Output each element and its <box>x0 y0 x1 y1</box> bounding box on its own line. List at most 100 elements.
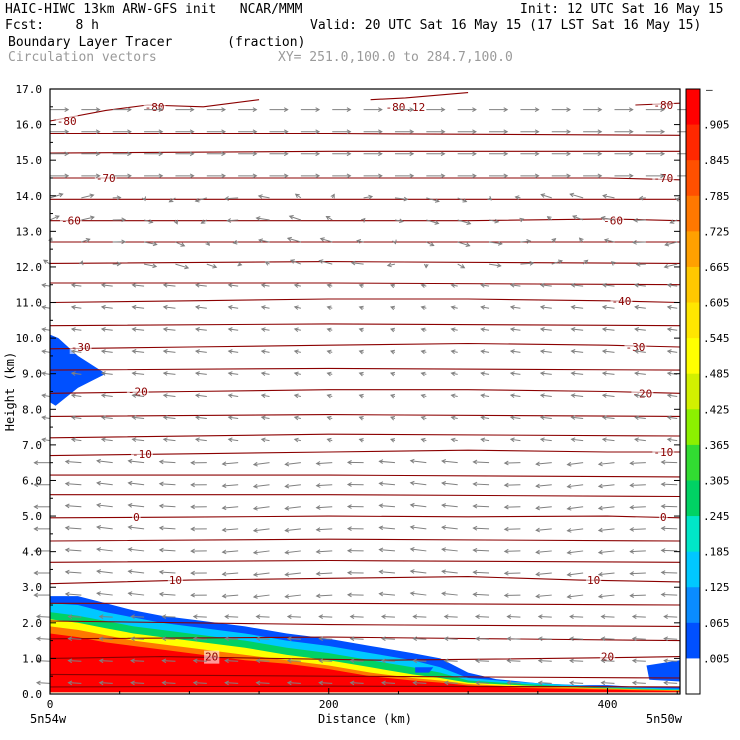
circulation-vector-74 <box>112 239 127 245</box>
circulation-vector-436 <box>535 593 552 599</box>
circulation-vector-193 <box>252 594 270 599</box>
circulation-vector-404 <box>489 107 509 113</box>
circulation-vector-131 <box>175 173 195 179</box>
circulation-vector-296 <box>363 107 383 113</box>
isotherm-line-10 <box>49 342 681 350</box>
isotherm-label-8: -20 <box>128 386 148 399</box>
circulation-vector-89 <box>127 503 145 508</box>
isotherm-label-bg-19 <box>55 115 78 129</box>
circulation-vector-150 <box>194 349 207 354</box>
circulation-vector-282 <box>358 416 364 421</box>
circulation-vector-483 <box>583 151 603 157</box>
isotherm-line-15 <box>50 177 681 181</box>
circulation-vector-142 <box>190 526 207 532</box>
circulation-vector-462 <box>569 614 584 620</box>
isotherm-label-bg-3 <box>585 574 602 588</box>
circulation-vector-478 <box>582 259 589 265</box>
circulation-vector-180 <box>227 282 239 288</box>
circulation-vector-26 <box>50 107 70 113</box>
circulation-vector-246 <box>318 614 333 620</box>
circulation-vector-85 <box>127 591 145 596</box>
y-tick-label-5: 5.0 <box>22 510 42 523</box>
circulation-vector-172 <box>221 461 239 467</box>
colorbar-swatch-0 <box>686 89 700 126</box>
circulation-vector-476 <box>570 304 584 310</box>
circulation-vector-405 <box>506 680 521 686</box>
circulation-vector-243 <box>318 680 333 686</box>
circulation-vector-56 <box>98 636 113 642</box>
circulation-vector-110 <box>161 636 176 642</box>
circulation-vector-107 <box>144 107 164 113</box>
circulation-vector-242 <box>300 107 321 113</box>
circulation-vector-413 <box>503 504 521 510</box>
circulation-vector-351 <box>443 680 458 686</box>
circulation-vector-211 <box>257 194 270 199</box>
circulation-vector-431 <box>520 107 540 113</box>
circulation-vector-139 <box>190 592 207 598</box>
circulation-vector-249 <box>315 549 333 555</box>
circulation-vector-5 <box>33 570 50 576</box>
circulation-vector-102 <box>143 219 154 224</box>
colorbar-swatch-9 <box>686 409 700 446</box>
circulation-vector-42 <box>70 349 82 354</box>
axes-layer: 0.0 1.0 2.0 3.0 4.0 5.0 6.0 7.0 8.0 9.0 10.0 11.0 12… <box>3 83 683 726</box>
circulation-vector-482 <box>583 173 603 179</box>
circulation-vector-527 <box>634 371 646 376</box>
circulation-vector-247 <box>315 593 333 599</box>
colorbar-label-7: .425 <box>703 403 730 416</box>
circulation-vector-364 <box>450 393 458 399</box>
colorbar-label-13: .785 <box>703 190 730 203</box>
circulation-vector-71 <box>100 304 113 310</box>
circulation-vector-201 <box>260 415 270 421</box>
circulation-vector-370 <box>457 263 466 269</box>
circulation-vector-260 <box>326 305 333 311</box>
circulation-vector-457 <box>551 129 572 135</box>
circulation-vector-228 <box>293 415 301 421</box>
circulation-vector-440 <box>535 505 552 511</box>
isotherm-label-4: 0 <box>133 511 140 524</box>
circulation-vector-319 <box>394 196 409 202</box>
isentrope-line-2 <box>49 636 681 642</box>
circulation-vector-76 <box>112 195 122 201</box>
circulation-vector-253 <box>315 461 333 466</box>
circulation-vector-470 <box>570 437 584 443</box>
circulation-vector-358 <box>441 525 458 530</box>
circulation-vector-531 <box>634 282 646 288</box>
circulation-vector-380 <box>474 636 490 642</box>
circulation-vector-204 <box>260 349 270 354</box>
circulation-vector-522 <box>629 482 646 488</box>
circulation-vector-465 <box>566 550 584 555</box>
circulation-vector-390 <box>480 415 490 421</box>
colorbar-label-12: .725 <box>703 225 730 238</box>
circulation-vector-250 <box>315 527 333 532</box>
circulation-vector-1 <box>35 658 51 664</box>
circulation-vector-291 <box>360 217 366 223</box>
circulation-vector-423 <box>509 282 521 288</box>
isotherm-label-3: 10 <box>587 574 600 587</box>
circulation-vector-298 <box>380 658 395 664</box>
circulation-vector-517 <box>629 593 646 598</box>
circulation-vector-408 <box>506 614 521 620</box>
circulation-vector-216 <box>286 680 301 686</box>
circulation-vector-21 <box>49 215 60 221</box>
circulation-vector-70 <box>100 327 113 332</box>
circulation-vector-353 <box>443 636 458 642</box>
circulation-vector-27 <box>67 680 82 686</box>
isentrope-line-18 <box>50 132 681 136</box>
isotherm-label-5: 0 <box>660 511 667 524</box>
circulation-vector-464 <box>566 572 584 577</box>
circulation-vector-525 <box>634 415 646 421</box>
isotherm-label-bg-6 <box>131 447 153 461</box>
circulation-vector-276 <box>346 548 364 554</box>
circulation-vector-45 <box>70 282 82 288</box>
circulation-vector-51 <box>81 151 101 157</box>
y-axis-label: Height (km) <box>3 352 17 431</box>
circulation-vector-510 <box>614 151 634 157</box>
circulation-vector-505 <box>610 261 616 266</box>
circulation-vector-418 <box>509 393 521 399</box>
circulation-vector-119 <box>162 437 176 443</box>
circulation-vector-384 <box>472 547 490 553</box>
circulation-vector-529 <box>634 327 646 332</box>
circulation-vector-509 <box>614 173 634 179</box>
circulation-vector-170 <box>221 505 239 511</box>
